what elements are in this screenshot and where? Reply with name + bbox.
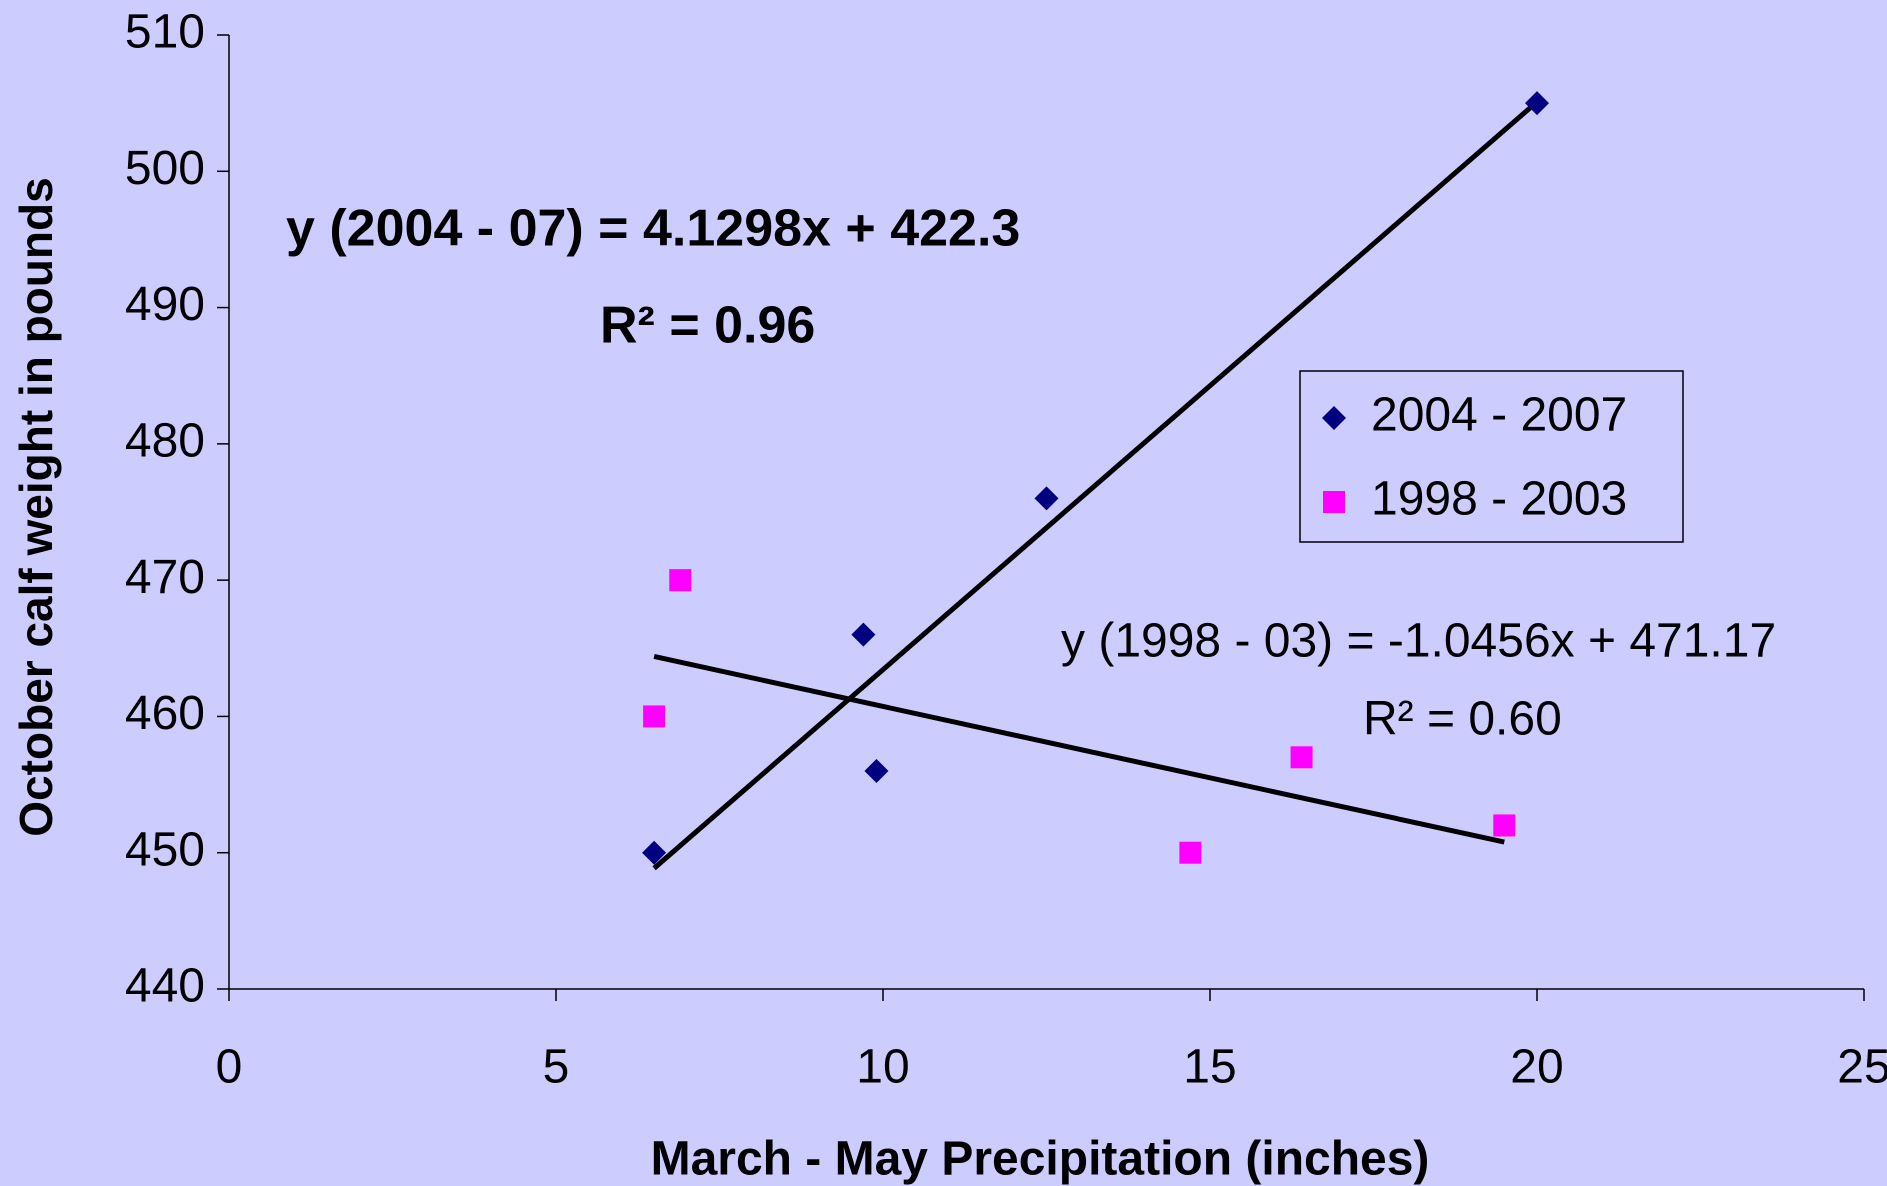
legend-marker (1322, 406, 1346, 430)
data-point (864, 758, 889, 783)
y-axis-title: October calf weight in pounds (10, 177, 62, 836)
data-point (1034, 486, 1059, 511)
legend-marker (1323, 491, 1345, 513)
y-tick-label: 470 (125, 551, 205, 604)
x-tick-label: 15 (1183, 1041, 1236, 1094)
x-tick-label: 5 (543, 1041, 570, 1094)
x-tick-label: 20 (1510, 1041, 1563, 1094)
annotation: y (1998 - 03) = -1.0456x + 471.17 (1061, 615, 1776, 668)
trendline (653, 654, 1505, 845)
y-tick-label: 510 (125, 6, 205, 59)
legend-label: 2004 - 2007 (1371, 389, 1627, 442)
trendline (652, 99, 1539, 871)
y-tick-label: 450 (125, 823, 205, 876)
data-point (669, 569, 692, 592)
data-point (851, 622, 876, 647)
y-tick-label: 490 (125, 278, 205, 331)
annotation: R² = 0.96 (600, 297, 815, 355)
data-point (1179, 841, 1202, 864)
y-tick-label: 460 (125, 687, 205, 740)
data-point (1525, 91, 1549, 116)
x-tick-label: 10 (856, 1041, 909, 1094)
annotation: y (2004 - 07) = 4.1298x + 422.3 (286, 200, 1020, 258)
data-point (643, 705, 666, 728)
y-tick-label: 500 (125, 142, 205, 195)
x-tick-label: 25 (1837, 1041, 1887, 1094)
x-axis-title: March - May Precipitation (inches) (651, 1133, 1430, 1186)
legend-box (1299, 370, 1684, 543)
legend-label: 1998 - 2003 (1371, 473, 1627, 526)
data-point (1493, 814, 1516, 837)
data-point (1290, 746, 1313, 769)
data-point (642, 840, 667, 865)
y-tick-label: 440 (125, 960, 205, 1013)
annotation: R² = 0.60 (1363, 693, 1562, 746)
y-tick-label: 480 (125, 415, 205, 468)
x-tick-label: 0 (216, 1041, 243, 1094)
